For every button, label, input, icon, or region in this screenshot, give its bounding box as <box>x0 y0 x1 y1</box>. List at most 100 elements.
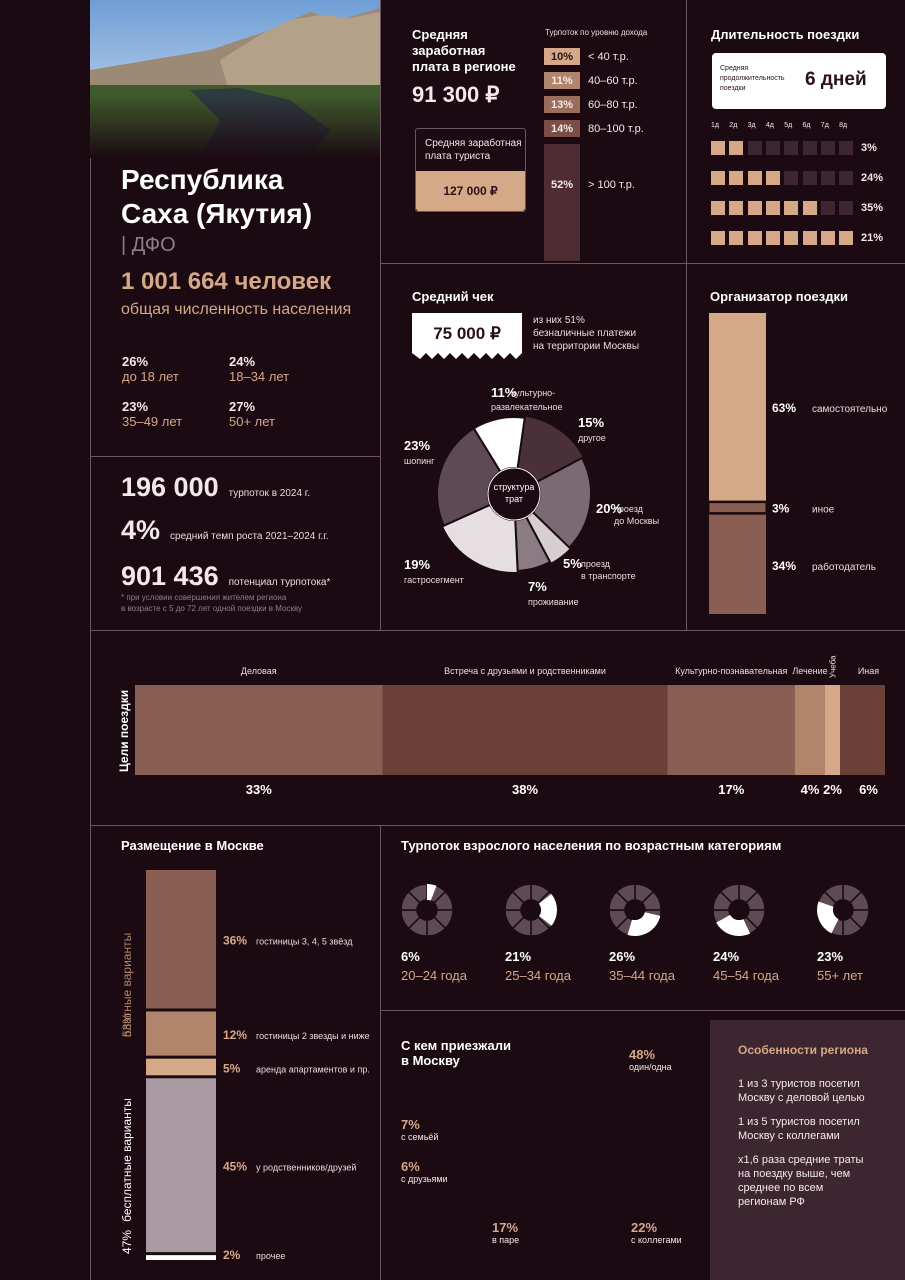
salary-title: Средняя заработная плата в регионе <box>412 27 516 74</box>
lodging-pct: 36% <box>223 934 247 948</box>
age-donut-hole <box>833 900 853 920</box>
company-title: С кем приезжали в Москву <box>401 1038 511 1068</box>
day-cell <box>784 201 799 215</box>
day-label: 4д <box>765 122 774 129</box>
tourist-salary-card: Средняя заработная плата туриста 127 000 … <box>415 128 526 212</box>
lodging-bar <box>146 1011 216 1056</box>
day-cell <box>711 171 725 185</box>
salary-value: 91 300 ₽ <box>412 82 500 107</box>
potential-value: 901 436 <box>121 561 219 591</box>
day-cell <box>802 201 817 215</box>
company-item: 7% с семьёй <box>401 1117 439 1142</box>
divider <box>90 825 905 826</box>
lodging-chart: 36% гостиницы 3, 4, 5 звёзд 12% гостиницы 2… <box>90 860 380 1265</box>
purpose-label: Учеба <box>829 655 838 678</box>
slice-label: шопинг <box>404 456 435 466</box>
free-pct: 47% <box>120 1230 134 1254</box>
day-cell <box>729 201 744 215</box>
lodging-pct: 2% <box>223 1248 241 1262</box>
purpose-bar <box>382 685 668 775</box>
day-cell <box>839 171 854 185</box>
company-item: 6% с друзьями <box>401 1159 448 1184</box>
income-bar: 14% 80–100 т.р. <box>544 120 684 140</box>
flow-label: турпоток в 2024 г. <box>228 488 311 499</box>
day-cell <box>802 141 817 155</box>
feature-text: 1 из 5 туристов посетил Москву с коллегам… <box>738 1116 860 1142</box>
check-note: из них 51% безналичные платежи на территор… <box>533 315 640 352</box>
income-bar-fill <box>544 120 580 137</box>
lodging-label: аренда апартаментов и пр. <box>256 1064 370 1074</box>
purpose-pct: 2% <box>823 782 842 797</box>
organizer-bar <box>708 502 767 514</box>
lodging-bar <box>146 1078 216 1253</box>
purpose-label: Культурно-познавательная <box>675 666 787 676</box>
divider <box>90 456 380 457</box>
day-cell <box>729 141 744 155</box>
purpose-bar <box>667 685 795 775</box>
organizer-chart: 63% самостоятельно 3% иное 34% работодатель <box>708 313 905 615</box>
divider <box>90 630 905 631</box>
income-bar: 10% < 40 т.р. <box>544 48 684 68</box>
agegroups-chart: 6% 20–24 года 21% 25–34 года 26% 35–44 года 24… <box>380 870 905 990</box>
company-item: 48% один/одна <box>629 1047 672 1072</box>
slice-label: развлекательное <box>491 402 562 412</box>
purpose-pct: 4% <box>801 782 820 797</box>
day-cell <box>747 231 762 245</box>
day-label: 2д <box>729 122 738 129</box>
duration-title: Длительность поездки <box>711 27 860 42</box>
purpose-pct: 6% <box>859 782 878 797</box>
age-donut-highlight <box>427 884 437 901</box>
slice-label: культурно- <box>511 388 555 398</box>
company-item: 22% с коллегами <box>631 1220 682 1245</box>
day-cell <box>747 141 762 155</box>
potential-label: потенциал турпотока* <box>228 577 331 588</box>
age-pct: 21% <box>505 949 531 964</box>
lodging-pct: 12% <box>223 1028 247 1042</box>
day-cell <box>784 231 799 245</box>
purpose-label: Лечение <box>792 666 827 676</box>
company-item: 17% в паре <box>492 1220 520 1245</box>
free-label: бесплатные варианты <box>120 1098 134 1222</box>
avg-duration-card: Средняя продолжительность поездки 6 дней <box>712 53 886 109</box>
slice-pct: 19% <box>404 557 430 572</box>
day-cell <box>802 171 817 185</box>
lodging-title: Размещение в Москве <box>121 838 264 853</box>
check-title: Средний чек <box>412 289 494 304</box>
hero-photo <box>90 0 380 158</box>
divider <box>380 263 905 264</box>
age-donut-hole <box>417 900 437 920</box>
income-label: 80–100 т.р. <box>588 123 644 135</box>
slice-label: проезд <box>581 559 611 569</box>
age-item: 27% 50+ лет <box>229 399 276 429</box>
age-label: 45–54 года <box>713 968 780 983</box>
slice-label: другое <box>578 433 606 443</box>
divider <box>90 0 91 1280</box>
income-pct: 14% <box>550 123 574 135</box>
duration-grid: 1д 2д 3д 4д 5д 6д 7д 8д 3% 24% 35% 21% <box>711 122 901 252</box>
income-label: < 40 т.р. <box>588 51 629 63</box>
avg-duration-value: 6 дней <box>805 69 867 90</box>
duration-pct: 21% <box>861 232 884 244</box>
day-cell <box>711 141 725 155</box>
slice-pct: 23% <box>404 438 430 453</box>
income-pct: 10% <box>550 51 574 63</box>
age-donut-highlight <box>627 912 661 936</box>
slice-label: до Москвы <box>614 516 659 526</box>
age-donut-hole <box>521 900 541 920</box>
organizer-label: иное <box>812 505 835 516</box>
day-cell <box>784 141 799 155</box>
income-pct: 52% <box>550 179 574 191</box>
purpose-label: Иная <box>858 666 879 676</box>
day-cell <box>784 171 799 185</box>
income-pct: 13% <box>550 99 574 111</box>
divider <box>380 825 381 1280</box>
lodging-pct: 5% <box>223 1061 241 1075</box>
day-cell <box>820 201 835 215</box>
day-cell <box>765 171 780 185</box>
check-value: 75 000 ₽ <box>433 324 501 343</box>
day-label: 6д <box>802 122 811 129</box>
donut-center-label: трат <box>505 494 523 504</box>
lodging-bar <box>146 1255 216 1260</box>
age-pct: 6% <box>401 949 420 964</box>
growth-value: 4% <box>121 515 161 545</box>
